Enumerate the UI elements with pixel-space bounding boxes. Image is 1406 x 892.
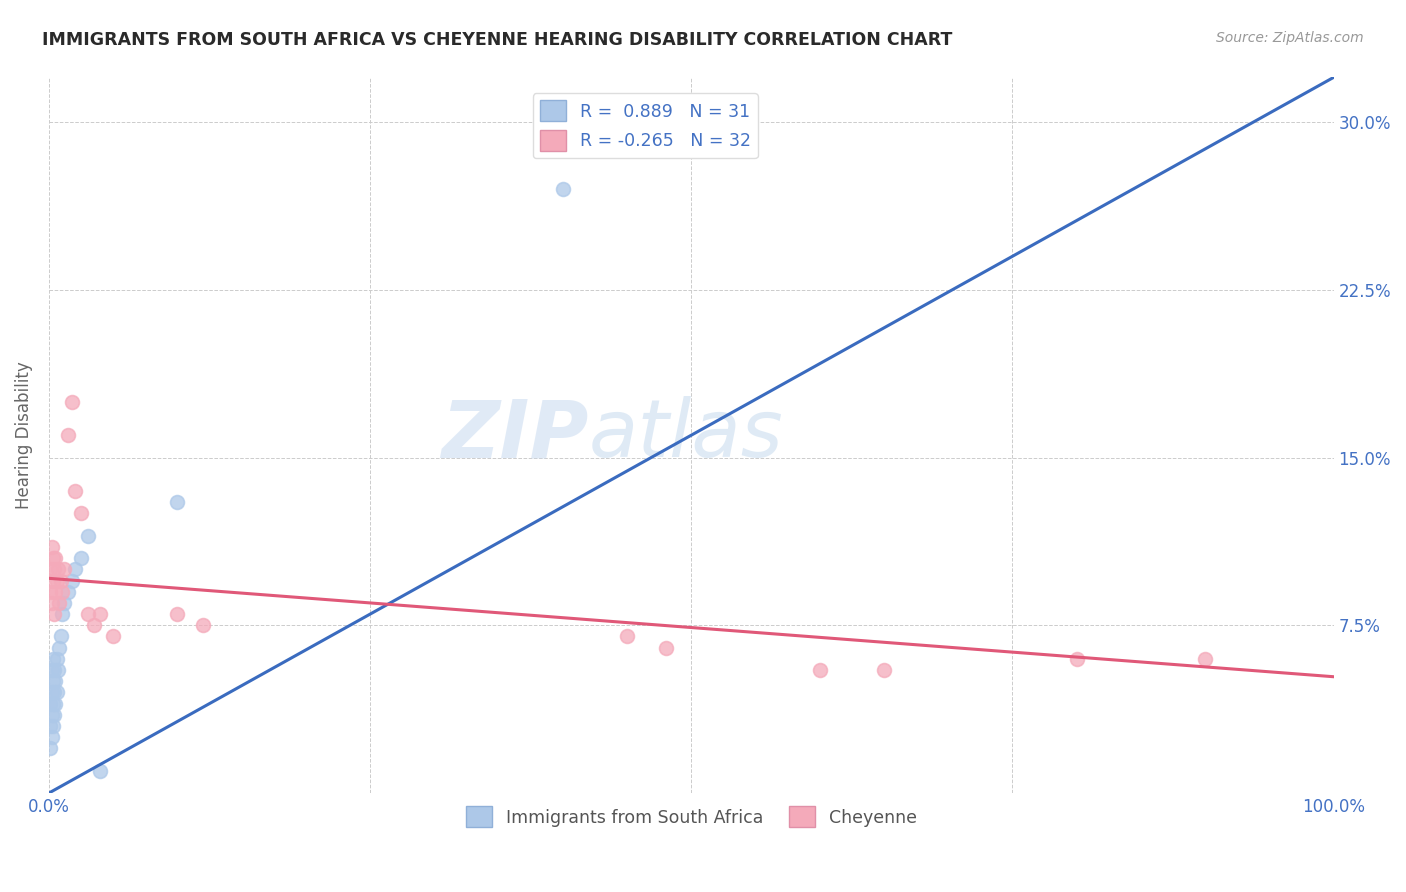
Point: [45, 574, 67, 588]
Point: [63, 484, 86, 499]
Point: [873, 663, 896, 677]
Point: [70, 507, 93, 521]
Point: [42, 697, 65, 711]
Point: [39, 719, 62, 733]
Point: [46, 562, 69, 576]
Point: [41, 540, 63, 554]
Point: [654, 640, 676, 655]
Point: [89, 607, 111, 621]
Point: [616, 630, 638, 644]
Point: [41, 596, 63, 610]
Point: [808, 663, 831, 677]
Y-axis label: Hearing Disability: Hearing Disability: [15, 361, 32, 509]
Point: [49, 630, 72, 644]
Point: [42, 574, 65, 588]
Point: [39, 741, 62, 756]
Point: [39, 697, 62, 711]
Text: Source: ZipAtlas.com: Source: ZipAtlas.com: [1216, 31, 1364, 45]
Point: [76, 607, 98, 621]
Point: [83, 618, 105, 632]
Point: [191, 618, 214, 632]
Point: [42, 674, 65, 689]
Point: [53, 562, 76, 576]
Point: [42, 719, 65, 733]
Point: [42, 551, 65, 566]
Point: [42, 685, 65, 699]
Point: [41, 685, 63, 699]
Point: [51, 584, 73, 599]
Point: [551, 182, 574, 196]
Point: [166, 495, 188, 509]
Point: [53, 596, 76, 610]
Point: [58, 428, 80, 442]
Point: [58, 584, 80, 599]
Point: [1194, 652, 1216, 666]
Point: [76, 529, 98, 543]
Point: [42, 607, 65, 621]
Point: [63, 562, 86, 576]
Point: [60, 574, 83, 588]
Legend: Immigrants from South Africa, Cheyenne: Immigrants from South Africa, Cheyenne: [458, 799, 924, 834]
Point: [42, 652, 65, 666]
Point: [51, 607, 73, 621]
Point: [42, 562, 65, 576]
Point: [41, 730, 63, 744]
Point: [42, 707, 65, 722]
Point: [44, 584, 66, 599]
Point: [44, 674, 66, 689]
Point: [48, 640, 70, 655]
Point: [39, 562, 62, 576]
Text: ZIP: ZIP: [441, 396, 589, 475]
Point: [46, 663, 69, 677]
Text: IMMIGRANTS FROM SOUTH AFRICA VS CHEYENNE HEARING DISABILITY CORRELATION CHART: IMMIGRANTS FROM SOUTH AFRICA VS CHEYENNE…: [42, 31, 952, 49]
Point: [39, 584, 62, 599]
Point: [89, 764, 111, 778]
Point: [41, 663, 63, 677]
Point: [166, 607, 188, 621]
Point: [44, 551, 66, 566]
Point: [45, 685, 67, 699]
Point: [70, 551, 93, 566]
Point: [60, 394, 83, 409]
Point: [48, 596, 70, 610]
Point: [41, 707, 63, 722]
Point: [1066, 652, 1088, 666]
Point: [103, 630, 125, 644]
Point: [49, 574, 72, 588]
Point: [44, 697, 66, 711]
Point: [42, 663, 65, 677]
Point: [45, 652, 67, 666]
Text: atlas: atlas: [589, 396, 783, 475]
